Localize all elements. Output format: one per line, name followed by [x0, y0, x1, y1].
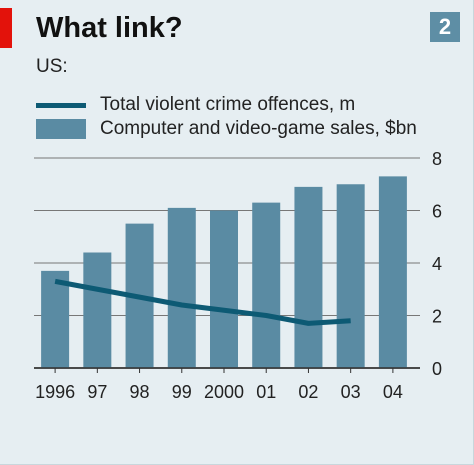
bar — [41, 270, 70, 368]
bar — [336, 184, 365, 368]
bar — [210, 210, 238, 368]
bar — [167, 207, 196, 368]
legend-bar-swatch — [36, 119, 86, 139]
legend-item-bar: Computer and video-game sales, $bn — [36, 116, 417, 142]
legend-line-swatch — [36, 102, 86, 108]
x-tick-label: 97 — [87, 382, 107, 402]
chart-subtitle: US: — [36, 56, 68, 77]
legend-item-line: Total violent crime offences, m — [36, 92, 355, 118]
legend-bar-label: Computer and video-game sales, $bn — [100, 118, 417, 139]
red-tag-decoration — [0, 8, 12, 48]
x-tick-label: 02 — [298, 382, 318, 402]
bar — [83, 252, 112, 368]
y-tick-label: 2 — [432, 307, 442, 327]
x-tick-label: 01 — [256, 382, 276, 402]
chart-number-badge: 2 — [430, 12, 460, 42]
bar — [378, 176, 407, 368]
x-tick-label: 98 — [130, 382, 150, 402]
bar — [252, 202, 281, 368]
y-tick-label: 4 — [432, 254, 442, 274]
y-tick-label: 8 — [432, 149, 442, 169]
x-tick-label: 99 — [172, 382, 192, 402]
legend-line-label: Total violent crime offences, m — [100, 94, 356, 115]
x-tick-label: 03 — [341, 382, 361, 402]
y-tick-label: 6 — [432, 202, 442, 222]
x-tick-label: 2000 — [204, 382, 244, 402]
crime-line — [54, 278, 351, 326]
x-tick-label: 04 — [383, 382, 403, 402]
chart-title: What link? — [36, 12, 183, 44]
bar — [294, 186, 323, 368]
x-tick-label: 1996 — [35, 382, 75, 402]
y-tick-label: 0 — [432, 359, 442, 379]
